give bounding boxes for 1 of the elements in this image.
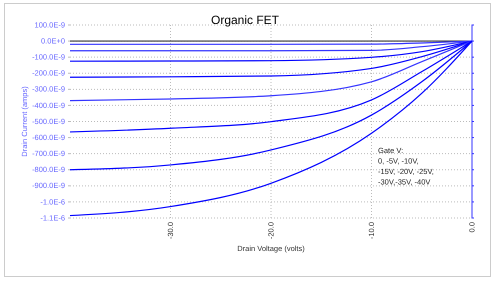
chart-title: Organic FET <box>210 13 280 27</box>
